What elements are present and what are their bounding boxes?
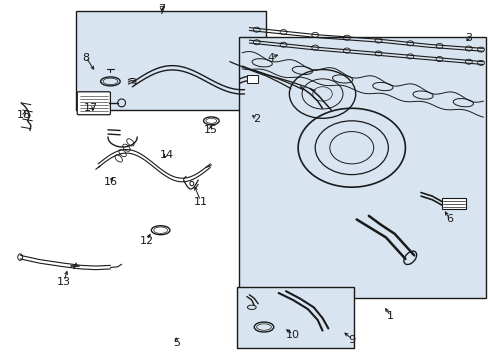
Text: 7: 7 — [158, 4, 165, 14]
Text: 18: 18 — [17, 111, 31, 121]
Text: 3: 3 — [465, 33, 471, 43]
Text: 10: 10 — [285, 330, 300, 340]
Polygon shape — [238, 37, 485, 298]
Text: 6: 6 — [445, 215, 452, 224]
Bar — [441, 198, 466, 210]
Text: 13: 13 — [57, 277, 71, 287]
Text: 9: 9 — [347, 334, 355, 345]
Bar — [237, 287, 353, 348]
Text: 12: 12 — [140, 236, 154, 246]
Text: 17: 17 — [83, 103, 98, 113]
Text: 2: 2 — [253, 114, 260, 124]
Text: 16: 16 — [103, 177, 117, 187]
Text: 1: 1 — [386, 311, 393, 321]
Text: 5: 5 — [172, 338, 180, 348]
Bar — [246, 75, 257, 83]
Text: 4: 4 — [267, 53, 274, 63]
Text: 14: 14 — [159, 150, 173, 160]
Text: 7: 7 — [158, 6, 165, 17]
Bar — [76, 12, 266, 110]
Text: 15: 15 — [203, 125, 217, 135]
Text: 11: 11 — [193, 197, 207, 207]
FancyBboxPatch shape — [77, 92, 110, 115]
Text: 8: 8 — [82, 53, 89, 63]
